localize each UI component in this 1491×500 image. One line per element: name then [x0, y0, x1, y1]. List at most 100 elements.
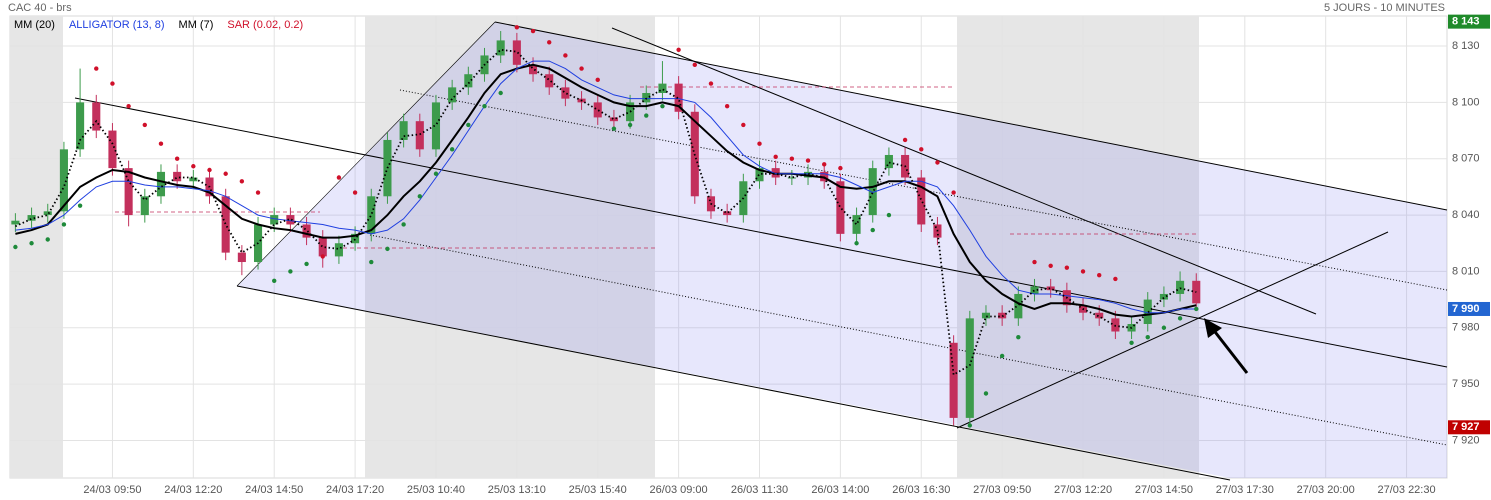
candle-body — [237, 252, 246, 263]
legend: MM (20) ALLIGATOR (13, 8) MM (7) SAR (0.02,… — [14, 19, 303, 31]
candle-body — [949, 342, 958, 418]
candle-body — [399, 121, 408, 140]
x-tick-label: 24/03 14:50 — [245, 484, 303, 496]
channel-line — [399, 89, 1448, 291]
x-tick-label: 24/03 12:20 — [164, 484, 222, 496]
sar-dot — [1064, 265, 1070, 270]
marks — [11, 25, 1201, 428]
candle-body — [189, 177, 198, 182]
grid — [10, 16, 1447, 478]
price-marker — [1448, 14, 1490, 29]
sar-dot — [498, 90, 503, 96]
sar-dot — [158, 141, 164, 146]
sar-dot — [886, 212, 892, 218]
drawings — [74, 21, 1448, 481]
sar-dot — [352, 190, 358, 195]
sar-dot — [1161, 325, 1167, 330]
y-tick-label: 8 040 — [1452, 209, 1480, 221]
candle-body — [92, 102, 101, 131]
candle-body — [318, 237, 327, 257]
sar-dot — [757, 141, 762, 146]
sar-dot — [870, 227, 875, 233]
sar-dot — [1194, 306, 1199, 312]
channel-line — [494, 21, 1448, 211]
y-tick-label: 8 130 — [1452, 40, 1480, 52]
candle-body — [723, 211, 732, 216]
sar-dot — [692, 62, 697, 68]
x-tick-label: 26/03 09:00 — [650, 484, 708, 496]
y-tick-label: 7 920 — [1452, 434, 1480, 446]
y-tick-label: 8 100 — [1452, 96, 1480, 108]
sar-dot — [401, 222, 406, 227]
sar-dot — [417, 194, 423, 199]
trend-line — [611, 27, 1317, 315]
sar-dot — [207, 167, 212, 173]
candle-body — [658, 83, 667, 93]
sar-dot — [530, 28, 536, 34]
sar-dot — [854, 241, 859, 246]
sar-dot — [514, 25, 520, 30]
sar-dot — [838, 165, 843, 171]
sar-dot — [595, 77, 600, 83]
sar-dot — [1177, 316, 1183, 321]
legend-entry: ALLIGATOR (13, 8) — [69, 19, 165, 31]
sar-dot — [627, 122, 633, 128]
sar-dot — [919, 147, 924, 152]
candle-body — [11, 220, 20, 225]
x-tick-label: 26/03 16:30 — [892, 484, 950, 496]
sar-dot — [724, 103, 730, 109]
candle-body — [124, 168, 133, 216]
candle-body — [674, 83, 683, 112]
sar-dot — [999, 353, 1005, 359]
x-tick-label: 27/03 12:20 — [1054, 484, 1112, 496]
candle-body — [528, 64, 538, 75]
session-shade — [365, 16, 655, 478]
sar-dot — [822, 162, 827, 167]
sar-dot — [789, 156, 795, 161]
sar-dot — [126, 103, 131, 109]
candle-body — [415, 121, 424, 150]
candle-body — [884, 154, 893, 169]
price-marker-label: 8 143 — [1452, 16, 1480, 28]
price-marker — [1448, 301, 1490, 316]
candle-body — [270, 215, 279, 225]
sar-dot — [1129, 340, 1134, 345]
sar-dot — [1048, 263, 1053, 268]
x-tick-label: 24/03 09:50 — [83, 484, 141, 496]
sar-dot — [676, 47, 681, 53]
sar-dot — [1145, 334, 1150, 340]
candle-body — [1030, 286, 1039, 294]
x-tick-label: 26/03 11:30 — [731, 484, 788, 496]
series-line — [15, 60, 1197, 314]
candle-body — [868, 168, 877, 216]
candle-body — [351, 233, 360, 244]
x-tick-label: 24/03 17:20 — [326, 484, 384, 496]
candle-body — [173, 171, 182, 182]
legend-entry: SAR (0.02, 0.2) — [227, 19, 303, 31]
candle-body — [286, 215, 295, 225]
candle-body — [981, 312, 991, 319]
sar-dot — [935, 160, 940, 165]
arrow-head — [1204, 318, 1222, 338]
sar-dot — [1113, 276, 1118, 282]
candle-body — [334, 243, 343, 257]
sar-dot — [1097, 272, 1102, 278]
sar-dot — [191, 164, 196, 169]
sar-dot — [805, 158, 811, 163]
sar-dot — [174, 156, 180, 161]
legend-entry: MM (7) — [179, 19, 214, 31]
sar-dot — [1016, 334, 1021, 340]
sar-dot — [660, 103, 665, 109]
support-line — [956, 231, 1389, 429]
sar-dot — [449, 147, 455, 152]
x-tick-label: 27/03 14:50 — [1135, 484, 1193, 496]
x-tick-label: 27/03 20:00 — [1297, 484, 1355, 496]
legend-entry: MM (20) — [14, 19, 55, 31]
x-tick-label: 26/03 14:00 — [811, 484, 869, 496]
chart-subtitle: 5 JOURS - 10 MINUTES — [1324, 2, 1445, 14]
sar-dot — [466, 122, 471, 128]
candle-body — [1095, 312, 1104, 319]
sar-dot — [967, 423, 972, 428]
session-shade — [957, 16, 1199, 478]
